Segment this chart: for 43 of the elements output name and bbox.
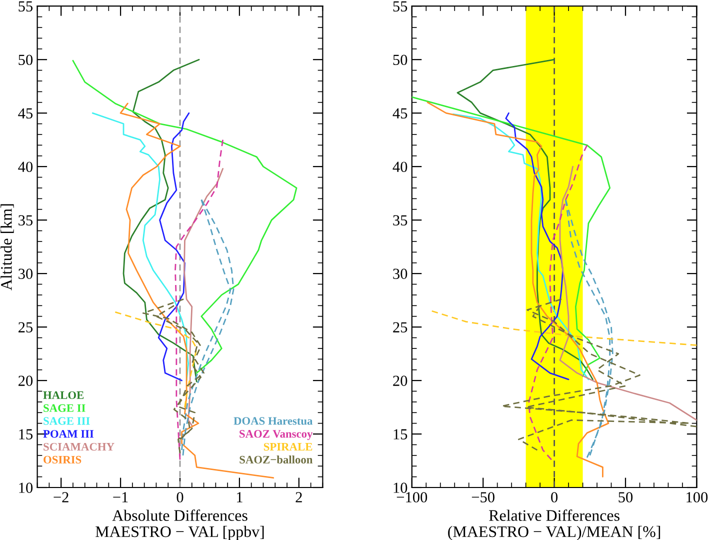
y-tick-label: 20	[393, 376, 408, 386]
text: HALOE	[43, 391, 84, 400]
x-tick-label: 50	[618, 492, 633, 502]
y-tick-label: 50	[393, 54, 408, 66]
x-axis-title: Relative Differences (MAESTRO − VAL)/MEAN [%]	[448, 510, 660, 540]
x-tick-label: 0	[551, 492, 558, 502]
y-axis-title: Altitude [km]	[0, 204, 14, 290]
y-tick-label: 25	[393, 322, 408, 332]
x-axis-title: Absolute Differences MAESTRO − VAL [ppbv]	[96, 510, 264, 540]
y-tick-label: 35	[18, 215, 33, 226]
y-tick-label: 40	[392, 162, 408, 172]
x-tick-label: 100	[686, 492, 708, 502]
y-tick-label: 10	[19, 482, 33, 493]
y-tick-label: 15	[394, 429, 408, 440]
x-tick-label: −1	[113, 492, 128, 502]
x-tick-label: −2	[54, 492, 68, 502]
text: OSIRIS	[44, 456, 82, 464]
x-tick-label: 0	[176, 492, 184, 502]
text: SAOZ−balloon	[240, 456, 313, 464]
y-tick-label: 45	[392, 108, 408, 119]
y-tick-label: 35	[393, 215, 408, 226]
x-tick-label: 2	[296, 492, 302, 502]
y-tick-label: 55	[393, 1, 408, 12]
x-tick-label: −50	[472, 492, 494, 502]
y-tick-label: 40	[18, 162, 33, 172]
text: SAOZ Vanscoy	[240, 430, 313, 440]
y-tick-label: 45	[18, 108, 33, 119]
y-tick-label: 30	[18, 268, 33, 279]
text: SAGE II	[44, 404, 86, 412]
y-tick-label: 55	[18, 1, 33, 12]
y-tick-label: 10	[394, 482, 408, 493]
y-tick-label: 30	[393, 268, 408, 279]
x-tick-label: 1	[236, 492, 242, 502]
y-tick-label: 15	[19, 429, 33, 440]
y-tick-label: 50	[18, 54, 33, 66]
text: DOAS Harestua	[234, 417, 313, 425]
y-tick-label: 25	[18, 322, 33, 332]
text: SAGE III	[44, 417, 90, 425]
y-tick-label: 20	[18, 376, 33, 386]
x-tick-label: −100	[396, 492, 428, 502]
text: SPIRALE	[264, 442, 312, 451]
text: SCIAMACHY	[44, 442, 114, 451]
text: POAM III	[43, 430, 94, 438]
